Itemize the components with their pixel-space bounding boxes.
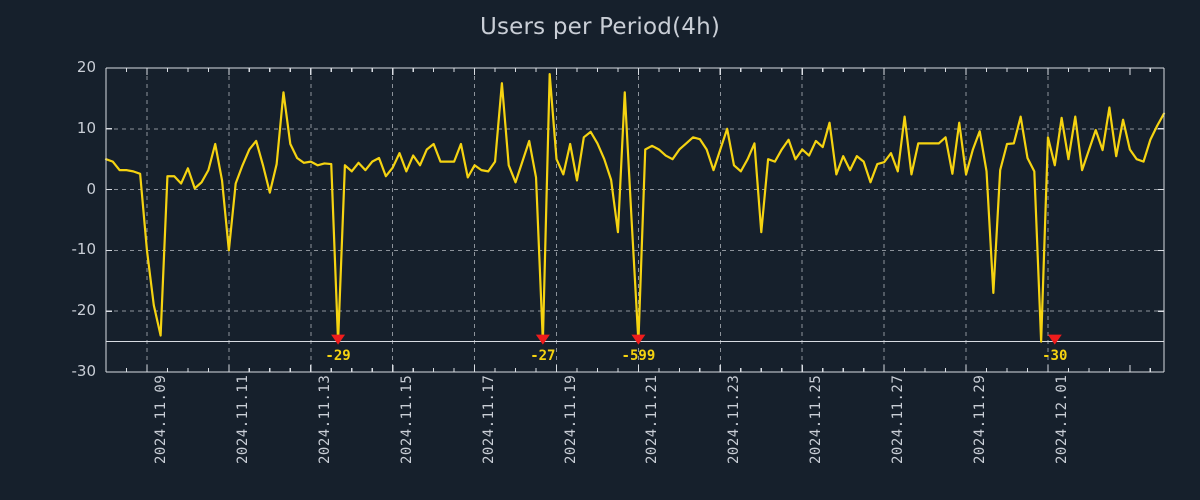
outlier-marker-icon[interactable]: [535, 334, 550, 345]
x-tick-label: 2024.11.27: [890, 374, 907, 464]
y-tick-label: 0: [86, 179, 96, 198]
outlier-marker-icon[interactable]: [331, 334, 346, 345]
outlier-marker-icon[interactable]: [1047, 334, 1062, 345]
outlier-value-label: -27: [530, 347, 556, 364]
outlier-marker-icon[interactable]: [631, 334, 646, 345]
x-tick-label: 2024.11.11: [234, 374, 251, 464]
y-tick-label: 10: [76, 118, 96, 137]
x-tick-label: 2024.11.09: [152, 374, 169, 464]
x-tick-label: 2024.11.13: [316, 374, 333, 464]
chart-title: Users per Period(4h): [479, 14, 721, 40]
y-tick-label: -30: [71, 362, 97, 380]
x-tick-label: 2024.12.01: [1053, 374, 1070, 464]
x-tick-label: 2024.11.17: [480, 374, 497, 464]
x-tick-label: 2024.11.15: [398, 374, 415, 464]
x-tick-label: 2024.11.25: [808, 374, 825, 464]
outlier-value-label: -30: [1042, 347, 1068, 364]
x-tick-label: 2024.11.29: [972, 374, 989, 464]
x-tick-label: 2024.11.21: [644, 374, 661, 464]
y-tick-label: -10: [71, 240, 97, 259]
y-tick-label: 20: [76, 58, 96, 76]
x-tick-label: 2024.11.19: [562, 374, 579, 464]
x-tick-label: 2024.11.23: [726, 374, 743, 464]
outlier-value-label: -29: [325, 347, 351, 364]
data-line-users-per-period: [104, 72, 1166, 343]
outlier-value-label: -599: [621, 347, 656, 364]
y-tick-label: -20: [71, 301, 97, 320]
